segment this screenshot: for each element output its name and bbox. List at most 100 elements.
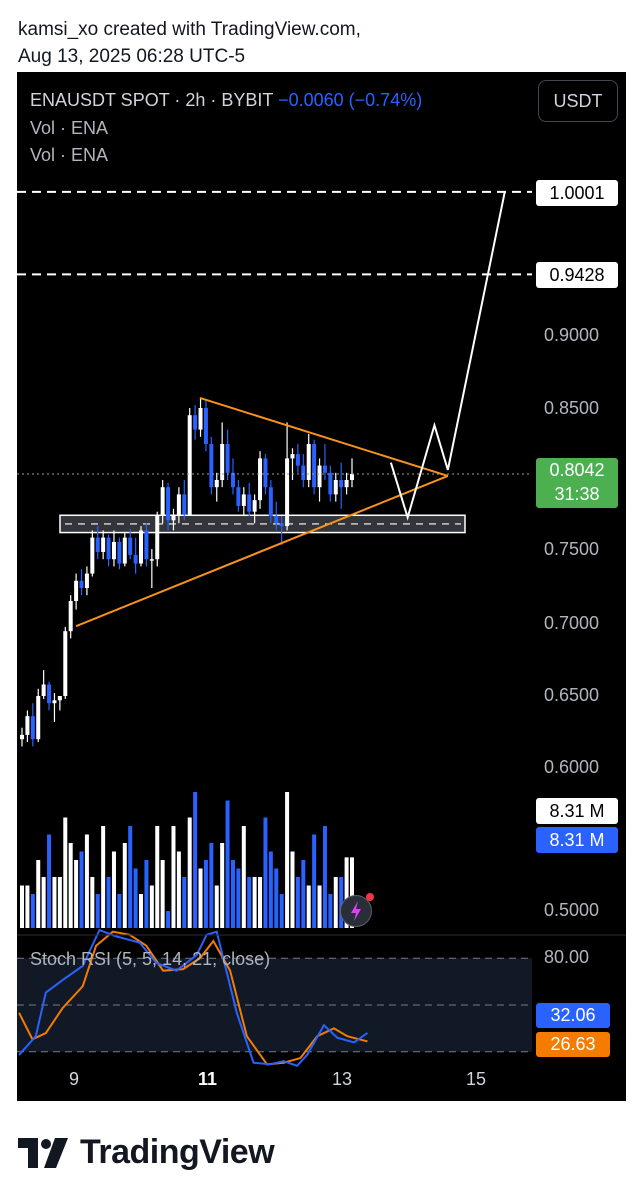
candle-body: [122, 537, 127, 564]
volume-bar: [117, 894, 122, 928]
tradingview-logo-icon: [18, 1137, 68, 1168]
candle-body: [263, 458, 268, 488]
volume-bar: [333, 877, 338, 928]
candle-body: [328, 472, 333, 495]
volume-bar: [106, 877, 111, 928]
volume-bar: [133, 868, 138, 928]
level-tag-high[interactable]: 1.0001: [536, 180, 618, 206]
volume-bar: [317, 885, 322, 928]
volume-bar: [209, 843, 214, 928]
stoch-d-line: [18, 930, 368, 1066]
volume-bar: [47, 834, 52, 928]
volume-bar: [187, 817, 192, 928]
volume-bar: [285, 792, 290, 928]
candle-body: [144, 530, 149, 560]
volume-bar: [214, 885, 219, 928]
triangle-upper-line: [199, 396, 449, 477]
candle-body: [90, 537, 95, 574]
volume-bar: [295, 877, 300, 928]
candle-body: [95, 537, 100, 552]
tradingview-footer[interactable]: TradingView: [18, 1133, 275, 1172]
volume-bar: [144, 860, 149, 928]
volume-bar: [36, 860, 41, 928]
stoch-k-tag: 32.06: [536, 1003, 610, 1028]
volume-bar: [122, 843, 127, 928]
volume-bar: [74, 860, 79, 928]
candle-body: [312, 444, 317, 488]
candle-body: [171, 516, 176, 521]
candle-body: [268, 487, 273, 516]
level-tag-mid[interactable]: 0.9428: [536, 262, 618, 288]
candle-body: [225, 444, 230, 473]
candle-body: [252, 500, 257, 512]
candle-body: [220, 444, 225, 480]
symbol-header[interactable]: ENAUSDT SPOT · 2h · BYBIT −0.0060 (−0.74…: [30, 90, 422, 111]
candle-body: [295, 454, 300, 466]
volume-bar: [68, 843, 73, 928]
candle-body: [74, 580, 79, 601]
candle-body: [344, 480, 349, 488]
volume-bar: [268, 851, 273, 928]
candle-body: [339, 480, 344, 488]
stoch-d-tag: 26.63: [536, 1032, 610, 1057]
volume-bar: [166, 911, 171, 928]
chart-panel[interactable]: ENAUSDT SPOT · 2h · BYBIT −0.0060 (−0.74…: [17, 72, 626, 1101]
candle-body: [101, 537, 106, 552]
candle-body: [133, 554, 138, 564]
volume-bar: [225, 800, 230, 928]
volume-bar: [230, 860, 235, 928]
volume-bar: [247, 877, 252, 928]
candle-body: [279, 523, 284, 527]
candle-body: [139, 530, 144, 564]
volume-bar: [236, 868, 241, 928]
stoch-rsi-label[interactable]: Stoch RSI (5, 5, 14, 21, close): [30, 949, 271, 969]
bar-countdown: 31:38: [554, 484, 600, 504]
candle-body: [306, 444, 311, 480]
volume-bar: [155, 826, 160, 928]
volume-bar: [139, 894, 144, 928]
candle-body: [36, 696, 41, 740]
volume-bar: [171, 826, 176, 928]
candle-body: [198, 408, 203, 430]
candle-body: [176, 494, 181, 516]
volume-indicator-label-2[interactable]: Vol · ENA: [30, 145, 109, 165]
chart-canvas[interactable]: [17, 72, 626, 1101]
chart-credit: kamsi_xo created with TradingView.com, A…: [18, 16, 361, 70]
candle-body: [160, 487, 165, 516]
volume-bar: [328, 894, 333, 928]
volume-bar: [350, 857, 354, 928]
candle-body: [187, 415, 192, 515]
volume-bar: [312, 834, 317, 928]
price-label-0.5000: 0.5000: [544, 900, 600, 920]
lightning-icon[interactable]: [340, 893, 374, 927]
projection-path: [389, 191, 506, 521]
candle-body: [57, 696, 62, 701]
candle-body: [214, 480, 219, 488]
candle-body: [128, 537, 133, 555]
volume-indicator-label-1[interactable]: Vol · ENA: [30, 118, 109, 138]
volume-bar: [258, 877, 263, 928]
candle-body: [317, 465, 322, 488]
candle-body: [52, 700, 57, 704]
candle-body: [106, 537, 111, 560]
price-label-0.9000: 0.9000: [544, 325, 600, 345]
candle-body: [247, 494, 252, 512]
candle-body: [236, 487, 241, 506]
candle-body: [285, 458, 290, 527]
last-price-tag: 0.8042 31:38: [536, 458, 618, 508]
currency-button[interactable]: USDT: [538, 80, 618, 122]
time-label-9: 9: [69, 1069, 80, 1089]
volume-bar: [263, 817, 268, 928]
candle-body: [155, 516, 160, 560]
volume-bar: [193, 792, 198, 928]
price-label-0.6000: 0.6000: [544, 757, 600, 777]
credit-date: Aug 13, 2025 06:28 UTC-5: [18, 46, 246, 67]
candle-body: [41, 684, 46, 696]
candle-body: [274, 516, 279, 524]
candle-body: [241, 494, 246, 506]
volume-bar: [198, 868, 203, 928]
volume-bar: [20, 885, 24, 928]
time-label-13: 13: [332, 1069, 353, 1089]
price-label-0.6500: 0.6500: [544, 685, 600, 705]
candle-body: [322, 465, 327, 473]
